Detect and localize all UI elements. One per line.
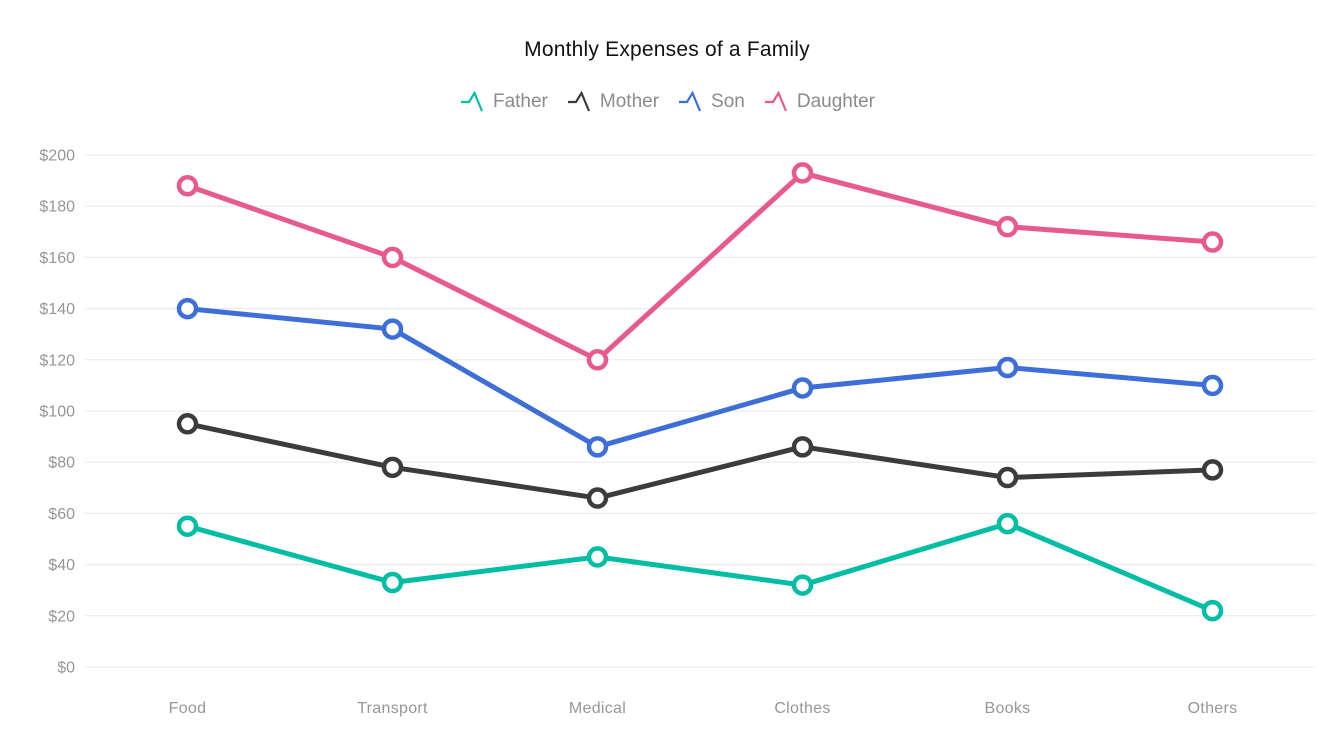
y-axis-tick-label: $200 (39, 148, 75, 165)
data-point-mother-clothes (791, 436, 814, 458)
data-point-father-others (1201, 599, 1224, 622)
data-point-daughter-food (176, 174, 199, 197)
x-axis-tick-label: Transport (357, 700, 428, 717)
x-axis-tick-label: Books (985, 700, 1031, 717)
y-axis-tick-label: $100 (39, 404, 75, 421)
y-axis-tick-label: $160 (39, 250, 75, 267)
y-axis-tick-label: $40 (48, 557, 75, 574)
legend-line-icon (764, 90, 787, 112)
x-axis-tick-label: Clothes (774, 700, 830, 717)
data-point-mother-others (1201, 459, 1224, 481)
data-point-mother-food (176, 413, 199, 435)
legend-item-son[interactable]: Son (677, 88, 745, 115)
data-point-son-medical (586, 436, 609, 458)
y-axis-tick-label: $140 (39, 301, 75, 318)
data-point-daughter-transport (381, 246, 404, 269)
series-line-father (185, 521, 1215, 614)
x-axis-tick-label: Medical (569, 700, 626, 717)
data-point-father-medical (586, 546, 609, 568)
legend-item-mother[interactable]: Mother (566, 88, 659, 115)
data-point-son-books (996, 356, 1019, 379)
data-point-daughter-others (1201, 231, 1224, 253)
legend-item-daughter[interactable]: Daughter (763, 88, 875, 115)
chart-legend: Father Mother Son Daughter (0, 88, 1334, 115)
data-point-son-clothes (791, 377, 814, 399)
y-axis-tick-label: $60 (48, 506, 75, 523)
legend-line-icon (679, 90, 702, 112)
data-point-father-books (996, 512, 1019, 535)
legend-label: Daughter (796, 90, 876, 112)
data-point-mother-medical (586, 487, 609, 509)
y-axis-tick-label: $120 (39, 352, 75, 369)
y-axis-tick-label: $20 (48, 608, 75, 625)
series-line-daughter (185, 170, 1215, 363)
data-point-daughter-books (996, 215, 1019, 238)
y-axis-tick-label: $80 (48, 455, 75, 472)
data-point-son-transport (381, 318, 404, 340)
y-axis-tick-label: $0 (57, 660, 75, 677)
data-point-father-food (176, 515, 199, 537)
chart-title: Monthly Expenses of a Family (524, 38, 810, 61)
legend-line-icon (460, 90, 483, 112)
data-point-father-clothes (791, 574, 814, 596)
x-axis-tick-label: Food (169, 700, 207, 717)
series-line-son (185, 306, 1215, 450)
data-point-daughter-medical (586, 349, 609, 371)
data-point-mother-transport (381, 456, 404, 479)
data-point-son-food (176, 297, 199, 320)
data-point-son-others (1201, 374, 1224, 397)
series-line-mother (185, 421, 1215, 501)
y-axis-tick-label: $180 (39, 199, 75, 216)
data-point-daughter-clothes (791, 162, 814, 184)
data-point-mother-books (996, 466, 1019, 489)
data-point-father-transport (381, 571, 404, 594)
legend-line-icon (567, 90, 590, 112)
legend-item-father[interactable]: Father (459, 88, 548, 115)
legend-label: Father (492, 90, 548, 112)
legend-label: Mother (599, 90, 660, 112)
legend-label: Son (711, 90, 745, 112)
x-axis-tick-label: Others (1188, 700, 1238, 717)
